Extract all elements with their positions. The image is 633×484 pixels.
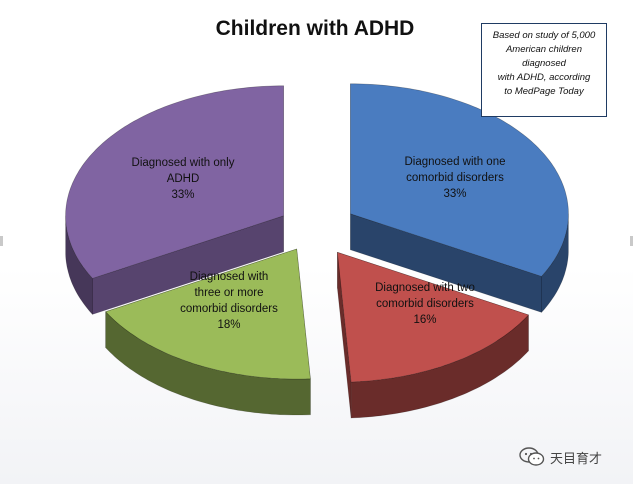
slice-label-three-or-more: Diagnosed with three or more comorbid di… — [164, 269, 294, 333]
note-line: Based on study of 5,000 — [492, 30, 596, 41]
study-note-box: Based on study of 5,000 American childre… — [481, 23, 607, 117]
slice-label-two-comorbid: Diagnosed with two comorbid disorders 16… — [345, 280, 505, 328]
pie-slice-top-face — [65, 85, 284, 279]
pie-slice — [65, 85, 284, 315]
pie-slice-top-face — [350, 83, 569, 277]
slice-label-line: comorbid disorders — [180, 303, 278, 315]
slice-percent-label: 16% — [413, 314, 437, 326]
pie-slice-top-face — [337, 252, 529, 383]
pie-slice-top-face — [105, 248, 311, 380]
pie-slice — [105, 248, 311, 416]
pie-slice — [350, 83, 569, 313]
note-line: to MedPage Today — [504, 86, 584, 97]
slice-label-line: comorbid disorders — [376, 298, 474, 310]
wechat-icon — [519, 447, 545, 466]
slice-label-line: comorbid disorders — [406, 172, 504, 184]
pie-slice-outer-wall — [350, 314, 529, 419]
note-line: with ADHD, according — [497, 72, 591, 83]
slice-percent-label: 33% — [443, 188, 467, 200]
note-line: American children — [505, 44, 583, 55]
left-resize-handle — [0, 236, 3, 246]
slice-label-line: three or more — [194, 287, 264, 299]
slice-label-line: Diagnosed with one — [404, 156, 506, 168]
slice-label-line: ADHD — [166, 173, 200, 185]
right-resize-handle — [630, 236, 633, 246]
slice-label-one-comorbid: Diagnosed with one comorbid disorders 33… — [380, 154, 530, 202]
watermark: 天目育才 — [519, 446, 602, 468]
slice-label-line: Diagnosed with two — [375, 282, 475, 294]
slice-percent-label: 33% — [171, 189, 195, 201]
chart-title: Children with ADHD — [215, 17, 415, 40]
slice-label-line: Diagnosed with — [189, 271, 269, 283]
slice-label-line: Diagnosed with only — [131, 157, 235, 169]
pie-slice — [337, 252, 529, 419]
pie-slice-outer-wall — [65, 215, 93, 315]
slice-percent-label: 18% — [217, 319, 241, 331]
slice-label-only-adhd: Diagnosed with only ADHD 33% — [108, 155, 258, 203]
watermark-text: 天目育才 — [550, 450, 603, 466]
note-line: diagnosed — [522, 58, 566, 69]
